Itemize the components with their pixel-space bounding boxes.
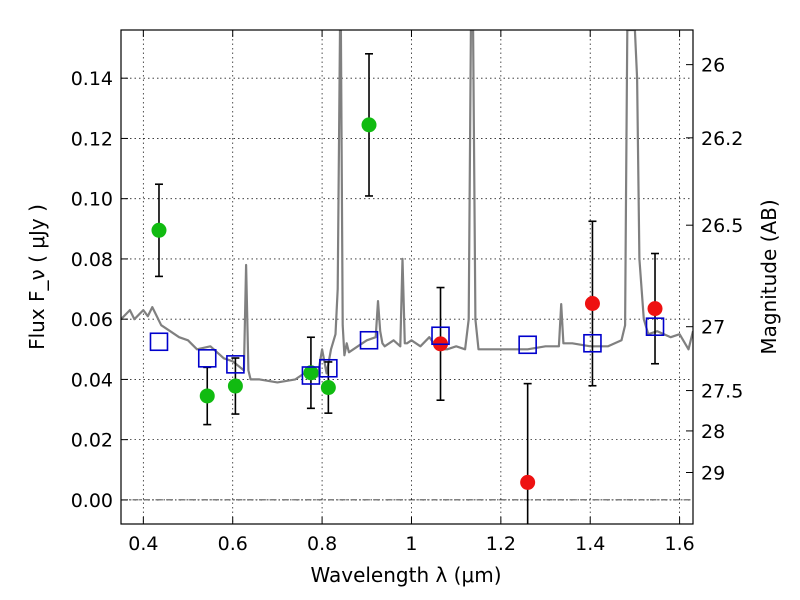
y2-tick-label: 27.5: [701, 381, 743, 403]
y2-tick-label: 26: [701, 55, 725, 77]
green-data-point: [151, 222, 167, 238]
y-axis-label: Flux F_ν ( μJy ): [25, 204, 49, 350]
y-tick-label: 0.00: [71, 490, 113, 512]
model-photometry-marker: [645, 317, 665, 337]
green-data-point: [320, 380, 336, 396]
points-layer: [149, 52, 665, 524]
green-data-point: [303, 365, 319, 381]
x-tick-label: 1: [405, 533, 417, 555]
red-data-point: [520, 474, 536, 490]
y2-tick-label: 26.5: [701, 215, 743, 237]
y-tick-label: 0.12: [71, 128, 113, 150]
y-tick-label: 0.10: [71, 189, 113, 211]
model-photometry-marker: [359, 330, 379, 350]
x-axis-label: Wavelength λ (μm): [310, 563, 501, 587]
ticks-layer: 0.4 0.6 0.8 1 1.2 1.4 1.6 0.00 0.02 0.04 0.06 0.08 0…: [71, 30, 743, 555]
x-tick-label: 0.4: [128, 533, 158, 555]
x-tick-label: 1.4: [575, 533, 605, 555]
red-data-point: [647, 301, 663, 317]
model-photometry-marker: [518, 335, 537, 355]
spectrum-layer: [121, 30, 693, 384]
green-data-point: [227, 378, 243, 394]
green-data-point: [199, 388, 215, 404]
x-tick-label: 0.6: [218, 533, 248, 555]
y-tick-label: 0.06: [71, 309, 113, 331]
y2-tick-label: 27: [701, 317, 725, 339]
model-photometry-marker: [197, 349, 217, 368]
model-photometry-marker: [431, 326, 450, 346]
x-tick-label: 1.2: [486, 533, 516, 555]
x-tick-label: 1.6: [664, 533, 694, 555]
y-tick-label: 0.04: [71, 369, 113, 391]
model-spectrum-line: [121, 30, 693, 384]
model-photometry-marker: [583, 333, 602, 353]
x-tick-label: 0.8: [307, 533, 337, 555]
y2-axis-label: Magnitude (AB): [757, 199, 781, 354]
y-tick-label: 0.02: [71, 430, 113, 452]
model-photometry-marker: [226, 355, 245, 374]
y2-tick-label: 28: [701, 421, 725, 443]
green-data-point: [361, 117, 377, 133]
y-tick-label: 0.08: [71, 249, 113, 271]
plot-background: [121, 30, 693, 524]
plot-frame: [120, 29, 694, 525]
y2-tick-label: 26.2: [701, 128, 743, 150]
red-data-point: [584, 296, 600, 312]
grid-layer: [121, 30, 693, 524]
model-photometry-marker: [319, 358, 338, 378]
model-photometry-marker: [149, 332, 169, 352]
y-tick-label: 0.14: [71, 68, 113, 90]
y2-tick-label: 29: [701, 462, 725, 484]
